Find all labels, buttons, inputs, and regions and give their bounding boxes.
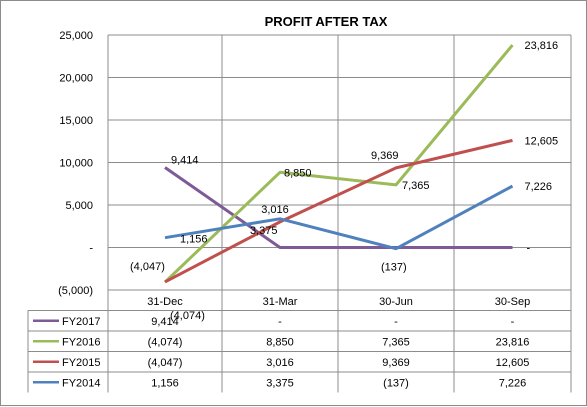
data-label: 1,156 (180, 234, 208, 246)
table-cell-value: (4,074) (148, 336, 183, 348)
data-label: (137) (381, 262, 407, 274)
y-tick-label: 25,000 (59, 30, 93, 42)
data-label: 7,226 (525, 181, 553, 193)
category-label: 30-Jun (379, 296, 413, 308)
data-label: 12,605 (525, 135, 559, 147)
table-cell-value: (137) (383, 377, 409, 389)
chart-title: PROFIT AFTER TAX (265, 14, 388, 29)
table-cell-value: 7,365 (382, 336, 410, 348)
legend-label: FY2015 (62, 357, 101, 369)
y-tick-label: 20,000 (59, 73, 93, 85)
data-label: 23,816 (525, 40, 559, 52)
series-line (164, 184, 514, 251)
data-label: 3,375 (250, 225, 278, 237)
series-line (164, 166, 513, 249)
y-tick-label: (5,000) (58, 285, 93, 297)
table-cell-value: 12,605 (496, 357, 530, 369)
data-label: (4,047) (130, 261, 165, 273)
table-cell-value: - (278, 316, 282, 328)
data-label: 9,414 (171, 154, 199, 166)
table-cell-value: - (394, 316, 398, 328)
category-label: 30-Sep (495, 296, 530, 308)
data-label: 3,016 (261, 204, 289, 216)
table-cell-value: 23,816 (496, 336, 530, 348)
table-cell-value: 3,016 (266, 357, 294, 369)
legend-label: FY2016 (62, 336, 101, 348)
series-line (164, 138, 513, 284)
data-label: 7,365 (402, 180, 430, 192)
table-cell-value: (4,047) (148, 357, 183, 369)
y-tick-label: 5,000 (65, 200, 93, 212)
category-label: 31-Mar (263, 296, 298, 308)
table-cell-value: 9,369 (382, 357, 410, 369)
y-tick-label: 10,000 (59, 158, 93, 170)
data-label: 9,369 (371, 150, 399, 162)
table-cell-value: 8,850 (266, 336, 294, 348)
data-label: - (527, 243, 531, 255)
table-cell-value: 1,156 (151, 377, 179, 389)
category-label: 31-Dec (147, 296, 183, 308)
y-tick-label: 15,000 (59, 115, 93, 127)
table-cell-value: 3,375 (266, 377, 294, 389)
table-cell-value: 9,414 (151, 316, 179, 328)
table-cell-value: - (511, 316, 515, 328)
legend-label: FY2017 (62, 316, 101, 328)
data-label: (4,074) (170, 310, 205, 322)
data-label: 8,850 (284, 167, 312, 179)
y-tick-label: - (89, 243, 93, 255)
table-cell-value: 7,226 (499, 377, 527, 389)
legend-label: FY2014 (62, 377, 101, 389)
